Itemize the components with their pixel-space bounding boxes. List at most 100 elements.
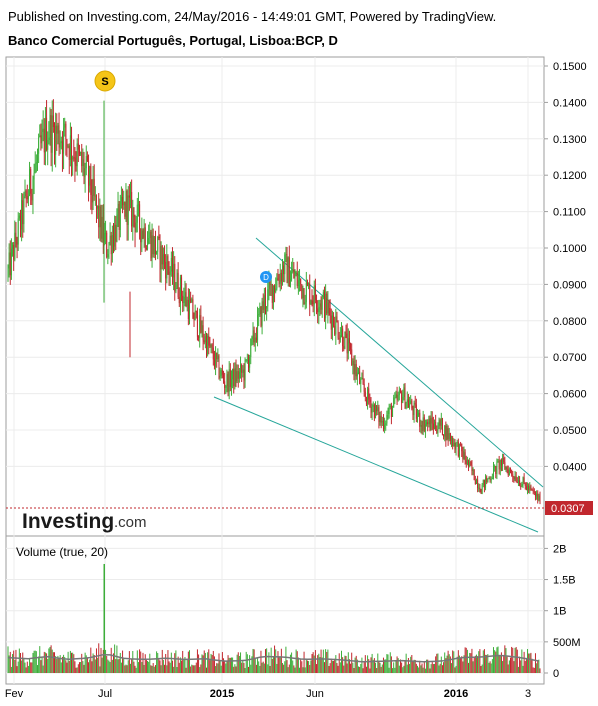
candle-body — [175, 288, 177, 292]
volume-bar — [532, 667, 534, 673]
volume-bar — [176, 667, 178, 673]
candle-body — [500, 459, 502, 466]
volume-bar — [301, 661, 303, 673]
volume-tick-label: 2B — [553, 543, 566, 555]
volume-bar — [93, 655, 95, 673]
candle-body — [192, 299, 194, 318]
volume-bar — [524, 661, 526, 673]
candle-body — [64, 123, 66, 128]
candle-body — [68, 145, 70, 160]
candle-body — [337, 322, 339, 338]
candle-body — [321, 297, 323, 310]
candle-body — [135, 222, 137, 232]
volume-bar — [330, 658, 332, 673]
volume-bar — [158, 659, 160, 673]
candle-body — [168, 267, 170, 276]
volume-bar — [439, 663, 441, 673]
candle-body — [429, 418, 431, 431]
candle-body — [23, 196, 25, 225]
volume-bar — [29, 658, 31, 673]
volume-bar — [392, 668, 394, 673]
candle-body — [196, 311, 198, 337]
volume-bar — [382, 657, 384, 673]
volume-bar — [430, 664, 432, 673]
candle-body — [221, 370, 223, 375]
candle-body — [232, 368, 234, 380]
volume-bar — [327, 649, 329, 673]
candle-body — [359, 371, 361, 384]
volume-bar — [243, 662, 245, 673]
volume-bar — [192, 665, 194, 673]
volume-bar — [227, 655, 229, 673]
volume-bar — [462, 661, 464, 673]
volume-bar — [230, 657, 232, 673]
candle-body — [353, 361, 355, 375]
volume-bar — [246, 654, 248, 673]
candle-body — [358, 371, 360, 373]
volume-bar — [100, 647, 102, 673]
candle-body — [218, 355, 220, 378]
volume-bar — [534, 653, 536, 673]
volume-bar — [347, 652, 349, 673]
volume-bar — [444, 652, 446, 673]
candle-body — [401, 392, 403, 403]
candle-body — [443, 434, 445, 437]
volume-bar — [40, 660, 42, 673]
candle-body — [339, 335, 341, 340]
volume-bar — [514, 647, 516, 673]
volume-bar — [537, 660, 539, 673]
candle-body — [382, 420, 384, 429]
candle-body — [280, 272, 282, 282]
volume-bar — [286, 660, 288, 673]
candle-body — [77, 143, 79, 150]
candle-body — [270, 283, 272, 285]
volume-bar — [63, 654, 65, 673]
volume-bar — [447, 650, 449, 673]
candle-body — [502, 457, 504, 466]
candle-body — [279, 272, 281, 284]
candle-body — [362, 378, 364, 384]
candle-body — [504, 462, 506, 470]
candle-body — [454, 442, 456, 450]
candle-body — [131, 192, 133, 227]
volume-bar — [33, 650, 35, 673]
candle-body — [202, 325, 204, 341]
volume-bar — [321, 657, 323, 673]
volume-bar — [362, 668, 364, 673]
candle-body — [139, 204, 141, 229]
dividend-marker[interactable]: D — [260, 271, 272, 283]
volume-bar — [198, 654, 200, 673]
candle-body — [329, 307, 331, 316]
volume-bar — [405, 653, 407, 673]
volume-bar — [318, 653, 320, 673]
candle-body — [51, 115, 53, 153]
candle-body — [440, 418, 442, 426]
candle-body — [160, 246, 162, 270]
candle-body — [525, 485, 527, 491]
volume-bar — [99, 666, 101, 673]
volume-bar — [10, 666, 12, 673]
candle-body — [253, 330, 255, 343]
volume-bar — [201, 654, 203, 673]
candle-body — [416, 415, 418, 419]
volume-bar — [188, 650, 190, 673]
volume-bar — [414, 659, 416, 673]
split-marker[interactable]: S — [94, 70, 116, 92]
volume-bar — [271, 658, 273, 673]
volume-bar — [368, 659, 370, 673]
time-tick-label: 3 — [525, 688, 531, 700]
volume-bar — [522, 665, 524, 673]
volume-bar — [403, 665, 405, 673]
volume-bar — [419, 660, 421, 673]
volume-bar — [431, 661, 433, 673]
candle-body — [105, 232, 107, 234]
volume-bar — [482, 650, 484, 673]
candle-body — [488, 478, 490, 480]
volume-bar — [213, 656, 215, 673]
volume-bar — [42, 665, 44, 673]
candle-body — [241, 364, 243, 373]
volume-bar — [502, 661, 504, 673]
volume-bar — [412, 661, 414, 673]
volume-bar — [202, 655, 204, 673]
